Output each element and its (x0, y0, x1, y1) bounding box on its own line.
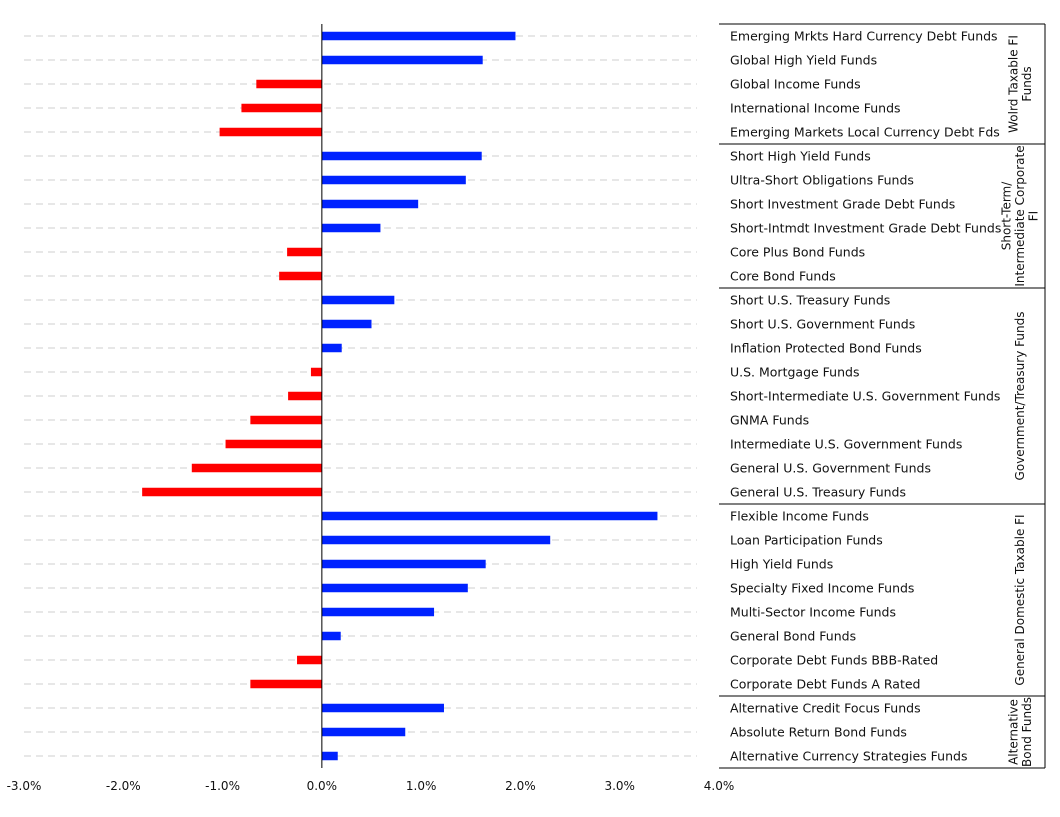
bar (250, 415, 322, 425)
group-brackets: Wolrd Taxable FIFunds Short-Term/Intermed… (719, 23, 1046, 769)
grid-lines (24, 35, 697, 757)
group-label-line: Intermediate Corporate (1013, 145, 1027, 286)
category-label: Absolute Return Bond Funds (730, 725, 907, 740)
bar (321, 727, 406, 737)
category-label: Short Investment Grade Debt Funds (730, 197, 955, 212)
bar (321, 295, 395, 305)
category-label: Flexible Income Funds (730, 509, 869, 524)
category-label: Inflation Protected Bond Funds (730, 341, 922, 356)
group-label-line: General Domestic Taxable FI (1013, 514, 1027, 685)
bar (250, 679, 322, 689)
bar (321, 535, 551, 545)
category-label: Global High Yield Funds (730, 53, 877, 68)
bar (321, 559, 486, 569)
category-label: Emerging Mrkts Hard Currency Debt Funds (730, 29, 998, 44)
x-tick-label: 3.0% (604, 779, 635, 793)
group-label-line: Government/Treasury Funds (1013, 312, 1027, 481)
bar (297, 655, 322, 665)
bar (321, 175, 466, 185)
category-label: Short High Yield Funds (730, 149, 871, 164)
bar (241, 103, 322, 113)
group-label-line: Alternative (1006, 699, 1020, 765)
category-label: Short U.S. Treasury Funds (730, 293, 890, 308)
category-label: International Income Funds (730, 101, 901, 116)
category-label: Short-Intermediate U.S. Government Funds (730, 389, 1000, 404)
group-label: Wolrd Taxable FIFunds (1006, 35, 1034, 133)
category-label: Corporate Debt Funds A Rated (730, 677, 920, 692)
group-label-line: FI (1027, 211, 1041, 221)
bar (321, 343, 342, 353)
bar (219, 127, 322, 137)
bar (142, 487, 322, 497)
group-label: Government/Treasury Funds (1013, 312, 1027, 481)
group-label: Short-Term/Intermediate CorporateFI (1000, 145, 1041, 286)
category-label: Loan Participation Funds (730, 533, 883, 548)
category-label: Global Income Funds (730, 77, 861, 92)
bar (321, 55, 483, 65)
category-label: General Bond Funds (730, 629, 856, 644)
bar (321, 31, 516, 41)
bar (287, 247, 322, 257)
category-label: Corporate Debt Funds BBB-Rated (730, 653, 938, 668)
bars (142, 31, 658, 761)
bar (321, 631, 341, 641)
category-label: General U.S. Treasury Funds (730, 485, 906, 500)
bar (321, 607, 435, 617)
category-label: Core Bond Funds (730, 269, 836, 284)
x-axis-ticks: -3.0% -2.0% -1.0% 0.0% 1.0% 2.0% 3.0% 4.0% (7, 779, 735, 793)
bar (310, 367, 322, 377)
category-label: Ultra-Short Obligations Funds (730, 173, 914, 188)
category-label: Core Plus Bond Funds (730, 245, 865, 260)
bar (321, 199, 419, 209)
x-tick-label: -1.0% (205, 779, 240, 793)
category-label: General U.S. Government Funds (730, 461, 931, 476)
category-label: Emerging Markets Local Currency Debt Fds (730, 125, 1000, 140)
x-tick-label: -3.0% (7, 779, 42, 793)
group-label-line: Wolrd Taxable FI (1006, 35, 1020, 133)
bar (321, 751, 338, 761)
bar (225, 439, 322, 449)
category-labels: Emerging Mrkts Hard Currency Debt Funds G… (730, 29, 1001, 764)
category-label: U.S. Mortgage Funds (730, 365, 859, 380)
bar (321, 583, 468, 593)
x-tick-label: 2.0% (505, 779, 536, 793)
category-label: Alternative Credit Focus Funds (730, 701, 921, 716)
category-label: High Yield Funds (730, 557, 833, 572)
group-label-line: Funds (1020, 66, 1034, 101)
group-label: AlternativeBond Funds (1006, 697, 1034, 767)
bar (321, 703, 444, 713)
category-label: Short-Intmdt Investment Grade Debt Funds (730, 221, 1001, 236)
category-label: Multi-Sector Income Funds (730, 605, 896, 620)
x-tick-label: -2.0% (106, 779, 141, 793)
category-label: Specialty Fixed Income Funds (730, 581, 914, 596)
category-label: Short U.S. Government Funds (730, 317, 915, 332)
bar (321, 223, 381, 233)
bar (279, 271, 322, 281)
bar (256, 79, 322, 89)
x-tick-label: 4.0% (704, 779, 735, 793)
bar (191, 463, 322, 473)
category-label: Alternative Currency Strategies Funds (730, 749, 967, 764)
bar (321, 319, 372, 329)
group-label: General Domestic Taxable FI (1013, 514, 1027, 685)
group-label-line: Bond Funds (1020, 697, 1034, 767)
group-label-line: Short-Term/ (1000, 181, 1014, 251)
bar (288, 391, 322, 401)
bar (321, 151, 482, 161)
category-label: Intermediate U.S. Government Funds (730, 437, 962, 452)
x-tick-label: 1.0% (406, 779, 437, 793)
x-tick-label: 0.0% (307, 779, 338, 793)
bar (321, 511, 658, 521)
category-label: GNMA Funds (730, 413, 809, 428)
